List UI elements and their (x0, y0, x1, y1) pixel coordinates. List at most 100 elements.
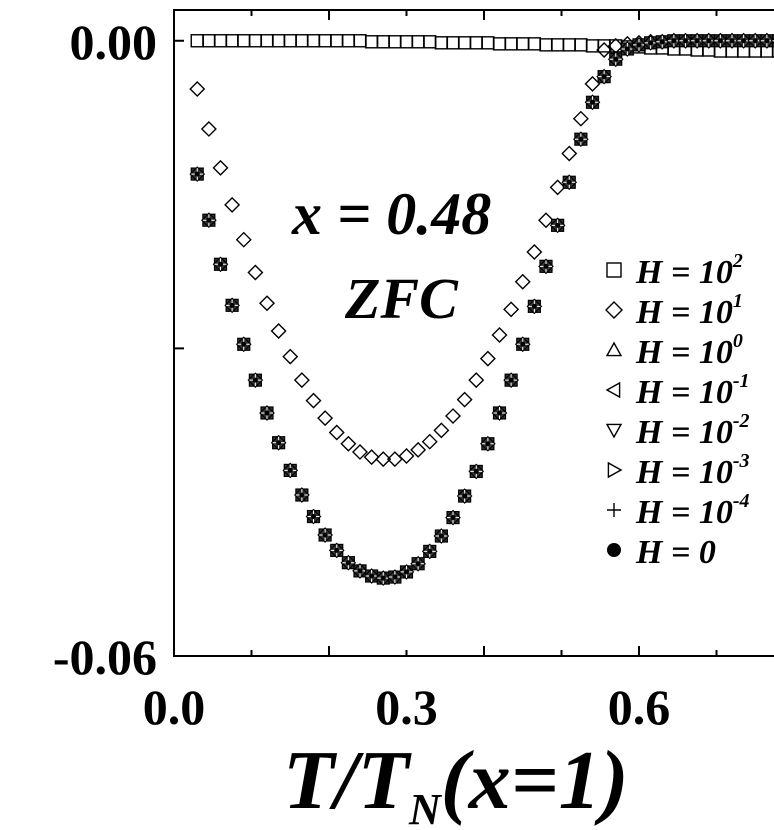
data-point-square (364, 35, 379, 49)
data-point-circle (456, 488, 473, 504)
data-point-circle (514, 336, 531, 353)
data-point-circle (538, 258, 554, 275)
data-point-circle (189, 166, 206, 182)
data-point-square (527, 37, 542, 51)
data-point-circle (387, 569, 403, 585)
data-point-square (399, 35, 414, 49)
legend-marker-triangle-up (605, 341, 623, 357)
data-point-circle (410, 555, 426, 572)
data-point-diamond (421, 433, 438, 450)
data-point-square (550, 38, 565, 52)
data-point-diamond (491, 327, 508, 344)
y-axis-ticks: 0.00 -0.06 (53, 14, 184, 685)
data-point-diamond (363, 449, 380, 466)
data-point-diamond (433, 422, 450, 439)
data-point-square (248, 34, 263, 48)
data-point-circle (619, 41, 636, 57)
data-point-diamond (514, 273, 531, 290)
legend-marker-plus (607, 503, 621, 517)
data-point-square (388, 35, 402, 49)
legend-label-exponent: -3 (733, 450, 750, 472)
data-point-circle (247, 372, 264, 389)
data-point-square (318, 34, 332, 48)
data-point-square (574, 38, 588, 52)
annotation-x-value: x = 0.48 (291, 181, 491, 247)
data-point-circle (700, 32, 717, 49)
data-point-diamond (270, 322, 287, 339)
x-axis-label-main: T/T (283, 734, 413, 827)
data-point-square (306, 34, 321, 48)
data-point-circle (526, 298, 543, 315)
legend-label: H = 10-1 (635, 370, 750, 411)
data-point-circle (340, 554, 357, 571)
legend-marker-circle (607, 543, 621, 557)
data-point-circle (549, 217, 566, 234)
data-point-circle (747, 32, 764, 49)
legend-marker-diamond (605, 301, 623, 319)
data-point-diamond (340, 435, 357, 452)
data-point-square (516, 37, 530, 51)
x-axis-label-tail: (x=1) (441, 734, 629, 827)
data-point-square (271, 34, 286, 48)
legend-marker-square (606, 262, 622, 278)
legend-label-base: H = 0 (635, 534, 716, 571)
data-point-diamond (456, 391, 473, 408)
legend-label-base: H = 10 (635, 494, 733, 531)
legend-label: H = 0 (635, 534, 716, 571)
data-point-circle (561, 174, 578, 191)
data-point-diamond (375, 451, 392, 468)
legend-label-exponent: 0 (733, 330, 743, 352)
data-point-diamond (293, 372, 310, 389)
data-point-square (423, 35, 437, 49)
data-point-square (539, 38, 553, 52)
data-point-square (457, 36, 472, 50)
data-point-circle (224, 297, 240, 314)
y-tick-label: 0.00 (70, 14, 158, 70)
data-point-square (190, 34, 204, 48)
legend-label-base: H = 10 (635, 414, 733, 451)
data-point-circle (317, 527, 333, 543)
data-point-diamond (282, 348, 299, 365)
data-point-diamond (212, 159, 229, 176)
legend-label: H = 100 (635, 330, 743, 371)
data-point-diamond (224, 196, 241, 213)
data-point-diamond (572, 110, 589, 127)
data-point-diamond (398, 448, 415, 465)
data-point-diamond (445, 408, 461, 425)
data-point-square (469, 36, 483, 50)
data-point-diamond (479, 350, 496, 367)
legend-marker-triangle-down (605, 423, 623, 439)
data-point-square (330, 34, 344, 48)
data-point-diamond (235, 231, 252, 248)
data-point-square (434, 36, 449, 50)
data-point-circle (491, 405, 508, 421)
data-point-diamond (584, 75, 601, 92)
data-point-square (411, 35, 425, 49)
data-point-diamond (259, 295, 275, 312)
data-point-circle (724, 32, 740, 49)
data-points (189, 32, 774, 586)
data-point-circle (642, 34, 659, 51)
data-point-circle (573, 131, 589, 148)
legend-label-exponent: -4 (733, 490, 750, 512)
x-axis-label: T/TN(x=1) (283, 734, 629, 830)
legend-label: H = 10-2 (635, 410, 750, 451)
data-point-square (504, 37, 518, 51)
data-point-diamond (189, 80, 206, 97)
data-point-square (213, 34, 228, 48)
data-point-diamond (526, 244, 543, 260)
legend-label-base: H = 10 (635, 254, 733, 291)
legend-label-base: H = 10 (635, 454, 733, 491)
data-point-diamond (503, 301, 520, 318)
x-tick-label: 0.3 (375, 679, 438, 735)
data-point-circle (445, 509, 461, 526)
legend-label-base: H = 10 (635, 334, 733, 371)
legend-label-exponent: -1 (733, 370, 750, 392)
data-point-diamond (305, 392, 322, 409)
data-point-circle (759, 32, 774, 49)
data-point-square (295, 34, 309, 48)
data-point-diamond (317, 410, 334, 427)
data-point-circle (201, 212, 217, 229)
